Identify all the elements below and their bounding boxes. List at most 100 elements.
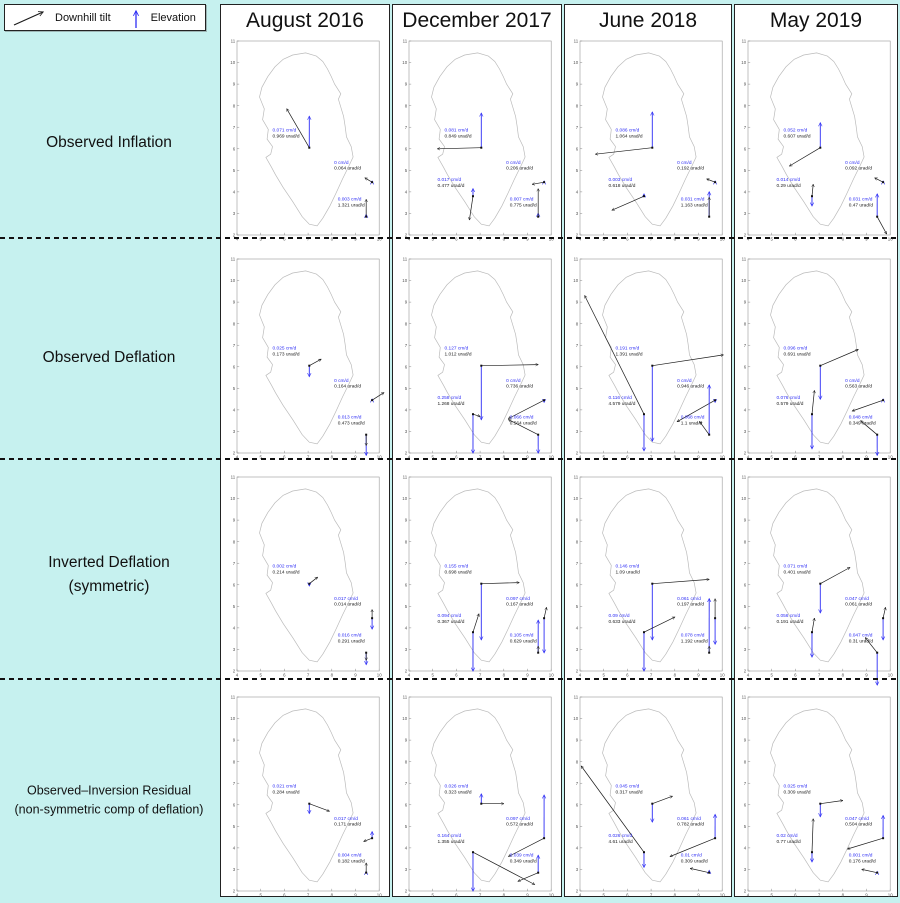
y-tick-label: 3 (233, 211, 236, 216)
y-tick-label: 6 (744, 582, 747, 587)
y-tick-label: 10 (573, 60, 578, 65)
y-tick-label: 8 (744, 539, 747, 544)
station-marker (365, 216, 367, 218)
station-marker (882, 181, 884, 183)
y-tick-label: 10 (741, 60, 746, 65)
y-tick-label: 11 (742, 257, 747, 262)
station-marker (537, 652, 539, 654)
y-tick-label: 9 (233, 518, 236, 523)
y-tick-label: 4 (744, 845, 747, 850)
row-label-2: Inverted Deflation(symmetric) (0, 551, 218, 599)
legend-tilt-label: Downhill tilt (55, 12, 111, 24)
column-header: December 2017 (393, 5, 561, 37)
y-tick-label: 4 (576, 625, 579, 630)
y-tick-label: 4 (405, 845, 408, 850)
y-tick-label: 9 (405, 738, 408, 743)
station-marker (537, 434, 539, 436)
y-tick-label: 4 (405, 625, 408, 630)
station-tilt-value: 0.171 urad/d (334, 822, 361, 828)
station-marker (811, 195, 813, 197)
y-tick-label: 6 (233, 802, 236, 807)
y-tick-label: 8 (744, 321, 747, 326)
x-tick-label: 5 (770, 673, 773, 678)
station-tilt-value: 0.698 urad/d (445, 569, 472, 575)
y-tick-label: 5 (576, 168, 579, 173)
station-elevation-value: 0.155 cm/d (445, 564, 469, 570)
station-tilt-value: 0.629 urad/d (510, 638, 537, 644)
y-tick-label: 4 (405, 189, 408, 194)
station-marker (651, 365, 653, 367)
station-marker (371, 181, 373, 183)
station-marker (651, 583, 653, 585)
station-tilt-value: 0.317 urad/d (616, 789, 643, 795)
station-elevation-value: 0.071 cm/d (784, 564, 808, 570)
y-tick-label: 5 (576, 824, 579, 829)
station-marker (480, 147, 482, 149)
station-tilt-value: 0.192 urad/d (677, 166, 704, 172)
station-marker (819, 583, 821, 585)
station-elevation-value: 0.026 cm/d (608, 833, 632, 839)
x-tick-label: 10 (377, 673, 382, 678)
station-tilt-value: 0.564 urad/d (510, 420, 537, 426)
station-tilt-value: 0.29 urad/d (776, 183, 801, 189)
y-tick-label: 9 (744, 518, 747, 523)
y-tick-label: 7 (233, 343, 236, 348)
station-elevation-value: 0 cm/d (506, 378, 521, 384)
y-tick-label: 8 (576, 539, 579, 544)
x-tick-label: 10 (377, 893, 382, 898)
y-tick-label: 4 (233, 625, 236, 630)
station-tilt-value: 0.309 urad/d (681, 858, 708, 864)
y-tick-label: 5 (744, 168, 747, 173)
y-tick-label: 6 (744, 802, 747, 807)
station-elevation-value: 0 cm/d (506, 160, 521, 166)
station-marker (708, 872, 710, 874)
column-header: May 2019 (735, 5, 897, 37)
y-tick-label: 4 (576, 407, 579, 412)
y-tick-label: 3 (233, 429, 236, 434)
station-tilt-value: 0.092 urad/d (845, 166, 872, 172)
station-tilt-value: 0.323 urad/d (445, 789, 472, 795)
y-tick-label: 11 (231, 257, 236, 262)
station-elevation-value: 0.078 cm/d (681, 633, 705, 639)
y-tick-label: 11 (231, 475, 236, 480)
y-tick-label: 4 (405, 407, 408, 412)
x-tick-label: 6 (283, 673, 286, 678)
station-elevation-value: 0.096 cm/d (784, 346, 808, 352)
x-tick-label: 8 (503, 893, 506, 898)
y-tick-label: 6 (405, 364, 408, 369)
x-tick-label: 9 (865, 673, 868, 678)
station-elevation-value: 0.025 cm/d (784, 784, 808, 790)
y-tick-label: 11 (231, 695, 236, 700)
y-tick-label: 5 (405, 168, 408, 173)
y-tick-label: 9 (405, 82, 408, 87)
station-elevation-value: 0.116 cm/d (608, 395, 632, 401)
y-tick-label: 7 (744, 781, 747, 786)
y-tick-label: 5 (576, 386, 579, 391)
y-tick-label: 8 (233, 321, 236, 326)
y-tick-label: 7 (744, 561, 747, 566)
station-marker (811, 413, 813, 415)
y-tick-label: 8 (233, 103, 236, 108)
y-tick-label: 8 (405, 539, 408, 544)
station-tilt-value: 0.579 urad/d (776, 401, 803, 407)
station-tilt-value: 0.477 urad/d (437, 183, 464, 189)
station-tilt-value: 0.206 urad/d (506, 166, 533, 172)
x-tick-label: 7 (650, 673, 653, 678)
x-tick-label: 10 (549, 893, 554, 898)
x-tick-label: 9 (354, 893, 357, 898)
station-marker (819, 147, 821, 149)
y-tick-label: 10 (402, 716, 407, 721)
y-tick-label: 9 (233, 82, 236, 87)
station-tilt-value: 0.173 urad/d (273, 351, 300, 357)
x-tick-label: 7 (650, 893, 653, 898)
y-tick-label: 6 (405, 802, 408, 807)
y-tick-label: 11 (742, 39, 747, 44)
y-tick-label: 5 (405, 604, 408, 609)
station-tilt-value: 0.782 urad/d (677, 822, 704, 828)
station-marker (371, 399, 373, 401)
